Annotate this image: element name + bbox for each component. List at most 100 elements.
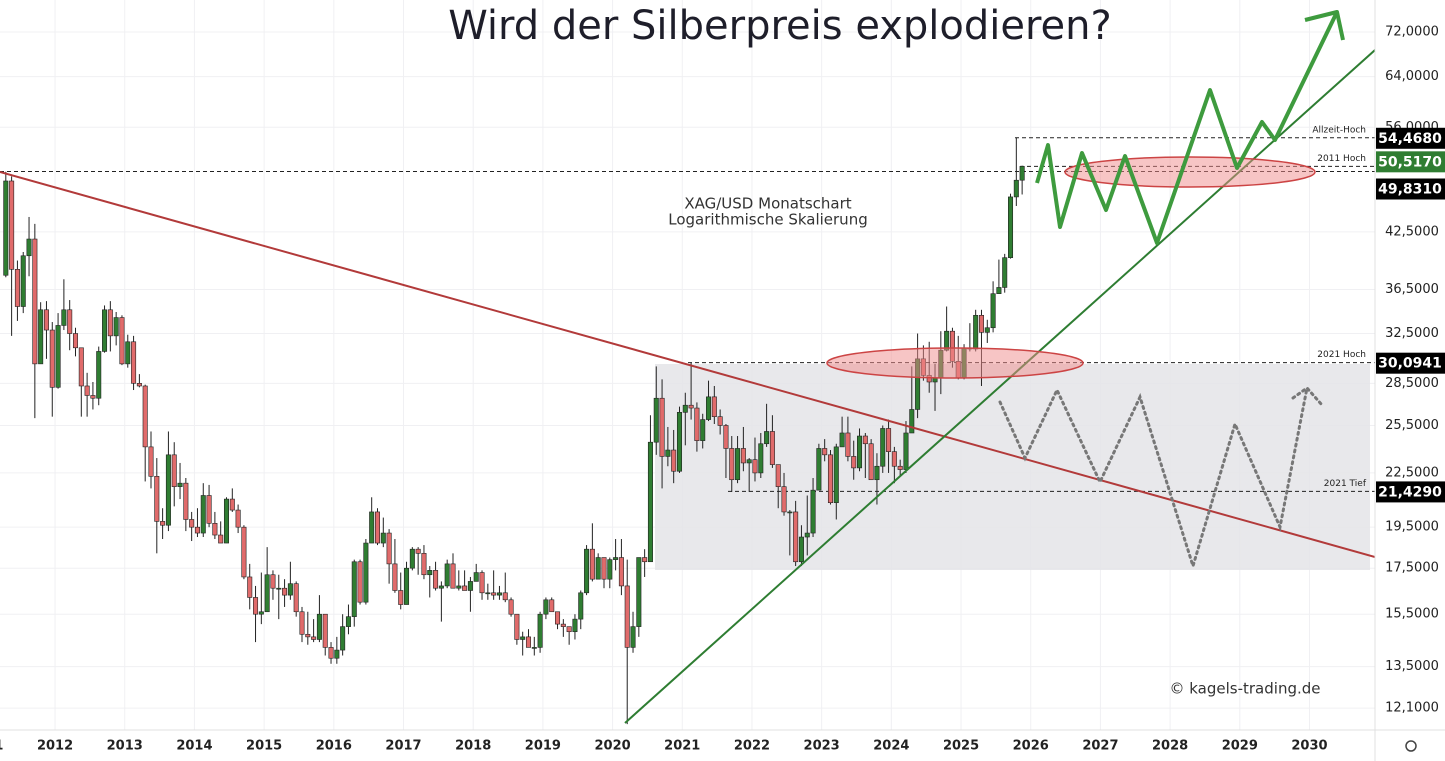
y-tick-label: 32,5000 bbox=[1385, 326, 1439, 341]
candle-body bbox=[363, 542, 369, 603]
range-box bbox=[655, 364, 1370, 570]
candle-body bbox=[229, 498, 235, 511]
settings-icon[interactable] bbox=[1405, 740, 1417, 752]
candle-body bbox=[1002, 257, 1008, 288]
candle-body bbox=[316, 613, 322, 640]
candle-body bbox=[450, 563, 456, 589]
y-tick-label: 42,5000 bbox=[1385, 224, 1439, 239]
candle-body bbox=[14, 269, 20, 307]
candle-body bbox=[508, 599, 514, 615]
candle-body bbox=[891, 451, 897, 467]
candle-body bbox=[72, 333, 79, 349]
candle-body bbox=[78, 347, 84, 387]
candle-body bbox=[886, 428, 892, 452]
candle-body bbox=[665, 449, 671, 457]
price-tag-label: 30,0941 bbox=[1378, 356, 1442, 372]
candle-body bbox=[671, 449, 677, 472]
candle-body bbox=[3, 180, 9, 276]
candle-body bbox=[827, 454, 833, 504]
candle-body bbox=[322, 613, 328, 648]
candle-body bbox=[241, 526, 247, 578]
candle-body bbox=[729, 448, 735, 481]
x-tick-label: 2021 bbox=[664, 739, 700, 754]
candle-body bbox=[520, 636, 526, 640]
candle-body bbox=[560, 623, 566, 627]
candle-body bbox=[880, 428, 886, 467]
candle-body bbox=[200, 495, 206, 534]
candle-body bbox=[781, 486, 787, 513]
candle-body bbox=[433, 570, 439, 589]
y-tick-label: 64,0000 bbox=[1385, 69, 1439, 84]
candle-body bbox=[746, 459, 752, 464]
candle-body bbox=[351, 561, 357, 617]
candle-body bbox=[624, 585, 630, 648]
candle-body bbox=[119, 317, 125, 365]
x-tick-label: 2026 bbox=[1013, 739, 1049, 754]
candle-body bbox=[189, 519, 195, 528]
candle-body bbox=[735, 448, 741, 481]
candle-body bbox=[49, 329, 55, 388]
candle-body bbox=[1019, 166, 1025, 181]
candle-body bbox=[334, 649, 340, 659]
zone-ellipse bbox=[1064, 156, 1316, 188]
candle-body bbox=[61, 309, 67, 326]
candle-body bbox=[630, 626, 636, 648]
y-tick-label: 28,5000 bbox=[1385, 376, 1439, 391]
candle-body bbox=[102, 309, 108, 352]
x-tick-label: 2028 bbox=[1152, 739, 1188, 754]
candle-body bbox=[409, 548, 415, 569]
x-tick-label: 2013 bbox=[107, 739, 143, 754]
candle-body bbox=[438, 585, 444, 589]
candle-body bbox=[369, 511, 375, 544]
drawings bbox=[0, 10, 1375, 724]
candle-body bbox=[845, 432, 851, 457]
candle-body bbox=[392, 563, 398, 591]
annotation: Logarithmische Skalierung bbox=[668, 211, 867, 229]
candle-body bbox=[578, 592, 584, 620]
candle-body bbox=[769, 431, 775, 465]
candle-body bbox=[258, 611, 264, 615]
arrow-head bbox=[1304, 10, 1345, 41]
candle-body bbox=[857, 435, 863, 469]
candle-body bbox=[456, 585, 462, 589]
candle-body bbox=[537, 613, 543, 648]
price-tag bbox=[1376, 481, 1445, 503]
candle-body bbox=[816, 448, 822, 491]
candle-body bbox=[833, 446, 839, 504]
candle-body bbox=[688, 404, 694, 409]
level-note: Allzeit-Hoch bbox=[1312, 125, 1366, 135]
candle-body bbox=[404, 567, 410, 605]
price-tag bbox=[1376, 178, 1445, 200]
candle-body bbox=[67, 309, 73, 334]
x-tick-label: 2017 bbox=[385, 739, 421, 754]
x-tick-label: 2014 bbox=[176, 739, 212, 754]
candle-body bbox=[107, 309, 113, 337]
candle-body bbox=[154, 476, 160, 522]
candle-body bbox=[804, 532, 810, 538]
candle-body bbox=[131, 341, 137, 384]
candle-body bbox=[247, 576, 253, 598]
candle-body bbox=[787, 511, 793, 514]
candle-body bbox=[357, 561, 363, 603]
candle-body bbox=[897, 465, 903, 470]
candle-body bbox=[607, 559, 613, 580]
y-tick-label: 22,5000 bbox=[1385, 465, 1439, 480]
candle-body bbox=[868, 443, 874, 481]
price-tag-label: 50,5170 bbox=[1378, 154, 1442, 170]
candle-body bbox=[1013, 179, 1019, 198]
price-tag-label: 54,4680 bbox=[1378, 131, 1442, 147]
candle-body bbox=[386, 532, 392, 565]
candle-body bbox=[711, 396, 717, 417]
candle-body bbox=[467, 581, 473, 591]
candle-body bbox=[798, 536, 804, 563]
candle-body bbox=[851, 456, 857, 469]
x-tick-label: 2022 bbox=[734, 739, 770, 754]
candle-body bbox=[653, 397, 659, 443]
candle-body bbox=[26, 238, 32, 257]
candle-body bbox=[903, 432, 909, 470]
y-tick-label: 12,1000 bbox=[1385, 701, 1439, 716]
candle-body bbox=[909, 409, 915, 434]
y-tick-label: 72,0000 bbox=[1385, 24, 1439, 39]
candle-body bbox=[462, 585, 468, 591]
candle-body bbox=[810, 489, 816, 534]
